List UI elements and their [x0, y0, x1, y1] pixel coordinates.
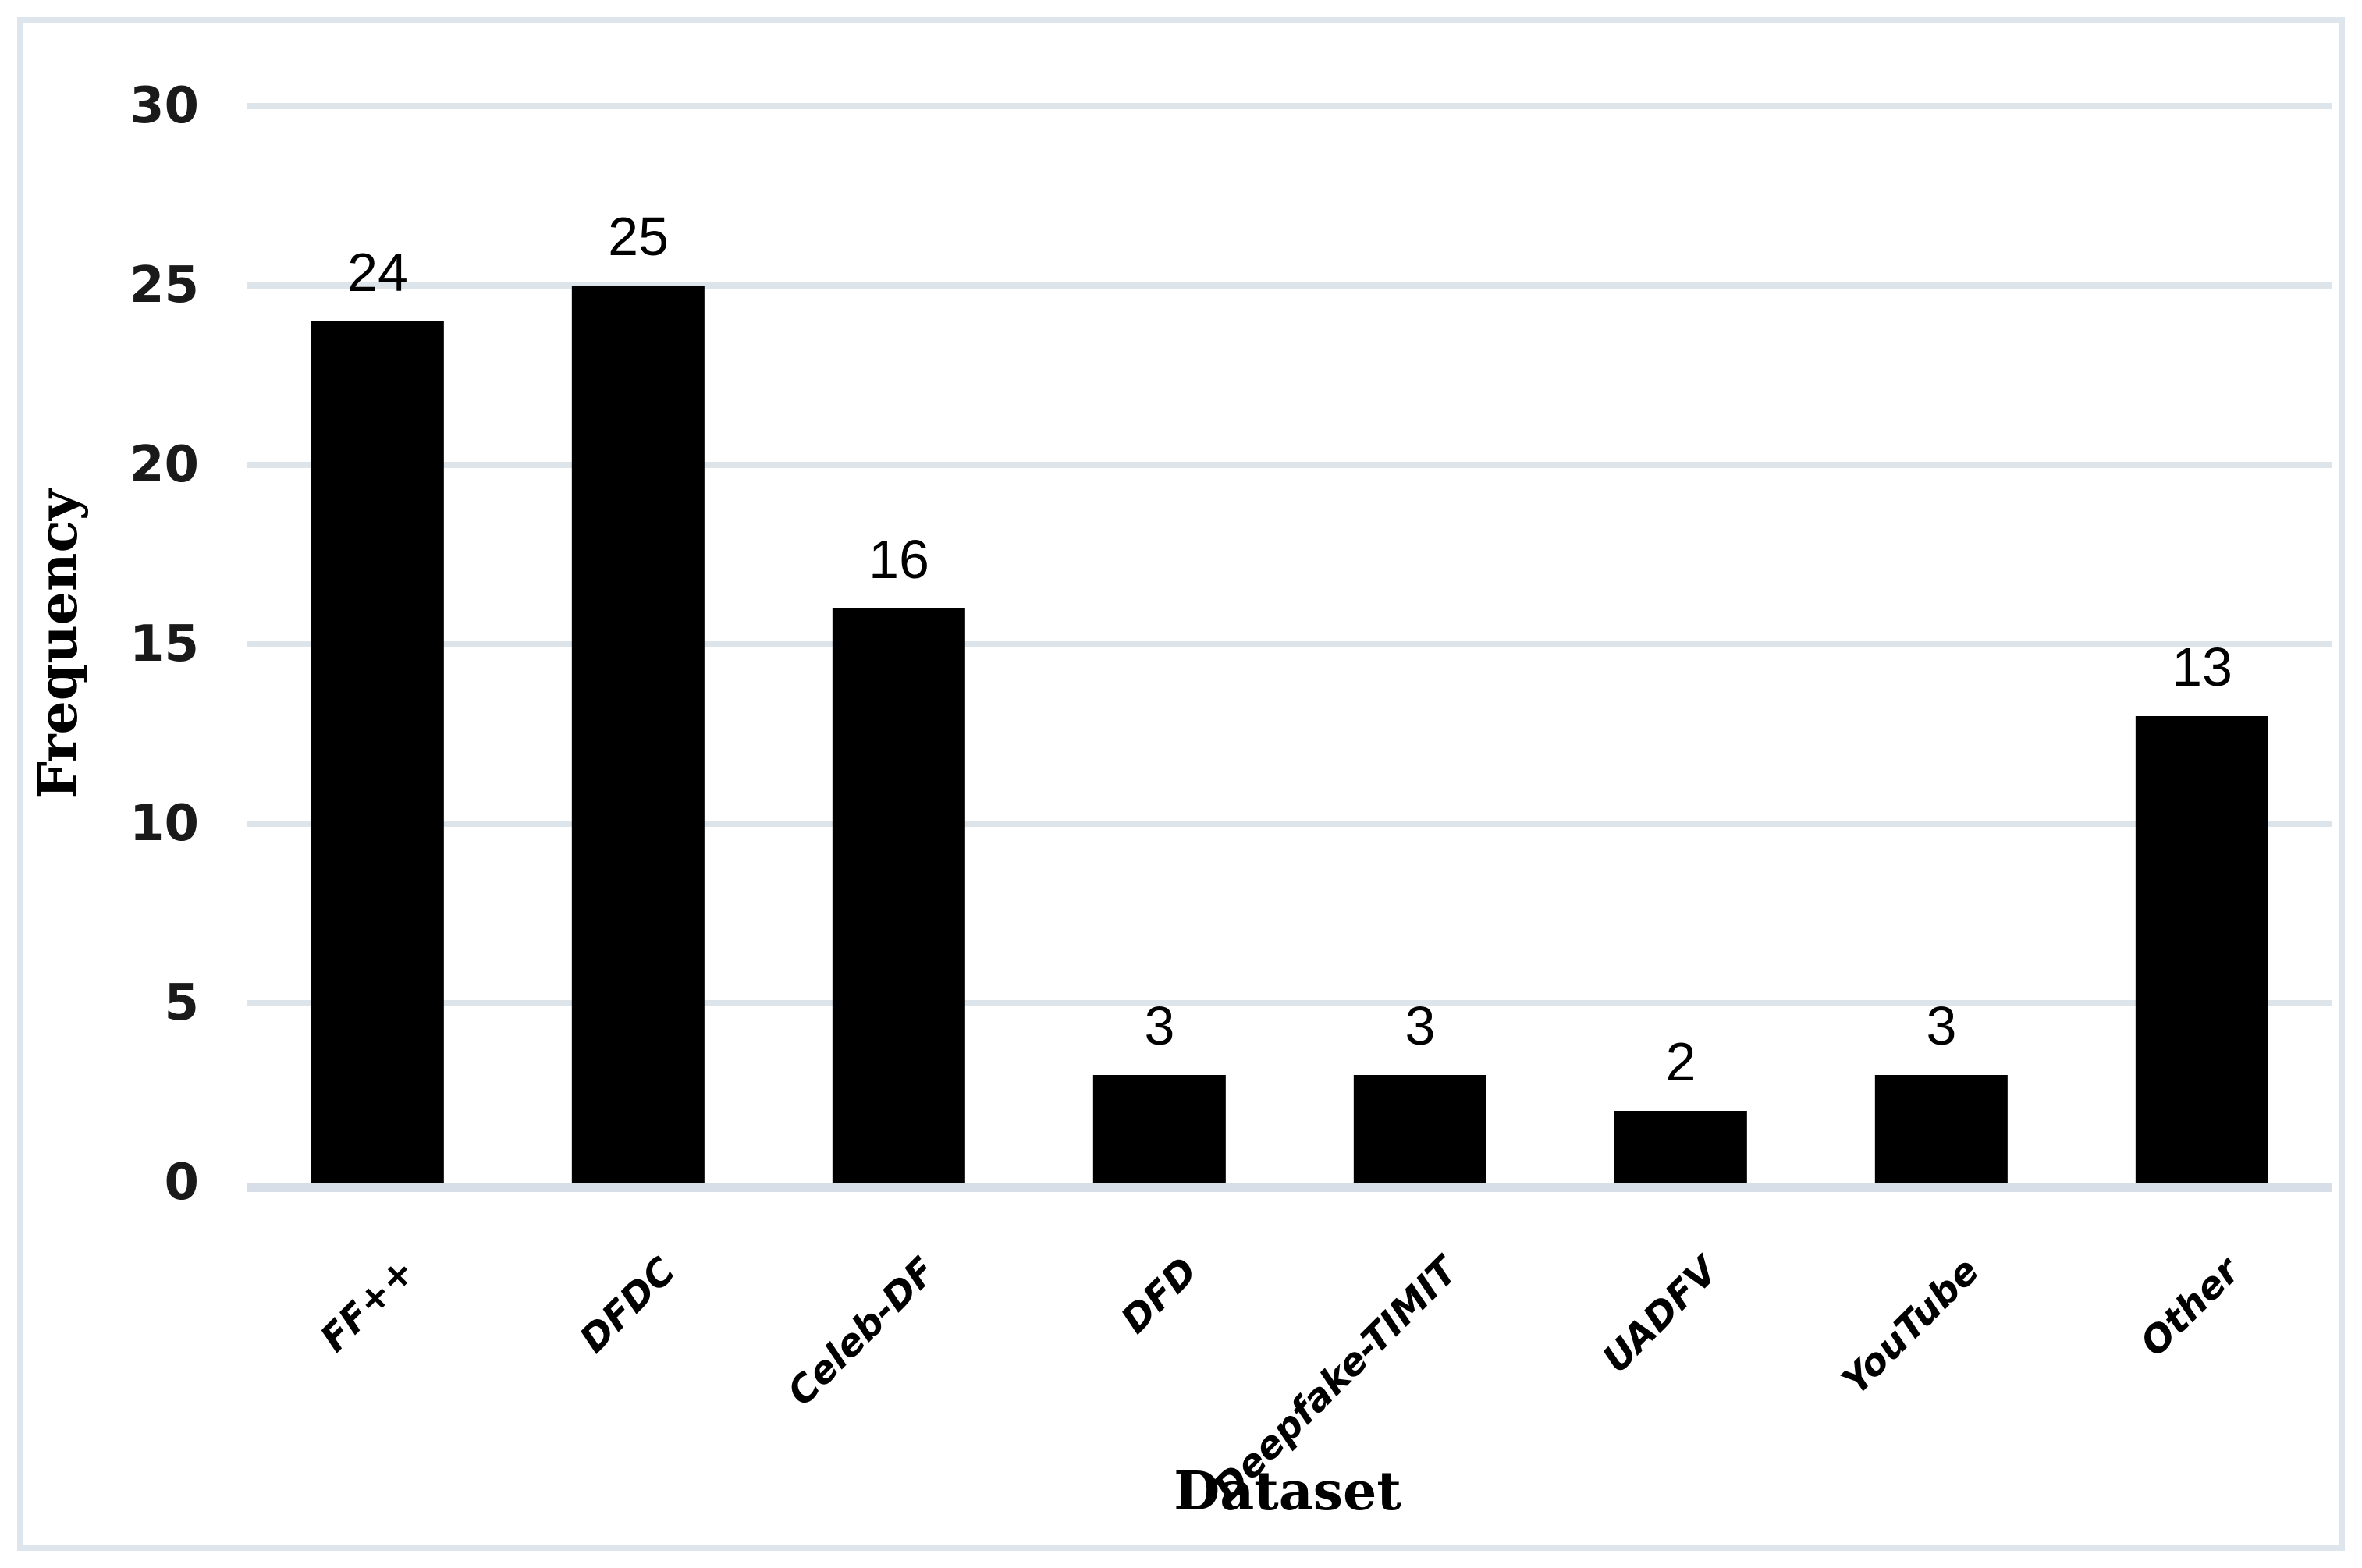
bar-value-label: 3: [1926, 995, 1957, 1056]
bar-slot: 25 DFDC: [508, 106, 769, 1361]
bar-slot: 16 Celeb-DF: [769, 106, 1029, 1414]
bar: [571, 286, 705, 1183]
bar: [1353, 1075, 1487, 1183]
gridline: [247, 821, 2332, 828]
category-label: UADFV: [1594, 1249, 1727, 1382]
x-axis-baseline: [247, 1183, 2332, 1192]
gridline: [247, 1000, 2332, 1007]
bar: [2135, 716, 2269, 1183]
bar-value-label: 3: [1405, 995, 1436, 1056]
bar-slot: 3 Deepfake-TIMIT: [1205, 106, 1550, 1510]
category-label: Other: [2132, 1249, 2248, 1365]
gridline: [247, 282, 2332, 289]
y-tick-label: 30: [129, 77, 199, 135]
bar-series: 24 FF++ 25 DFDC 16 Celeb-DF 3 DFD 3 Deepfake-TIMI…: [247, 106, 2332, 1510]
y-axis-title: Frequency: [27, 489, 90, 800]
bar: [1092, 1075, 1227, 1183]
bar-slot: 13 Other: [2072, 106, 2332, 1365]
y-tick-label: 0: [164, 1154, 199, 1211]
bar-slot: 3 DFD: [1029, 106, 1290, 1342]
bar-value-label: 3: [1144, 995, 1175, 1056]
bar-slot: 2 UADFV: [1550, 106, 1811, 1382]
y-axis-tick-labels: 0 5 10 15 20 25 30: [27, 81, 199, 1208]
category-label: Celeb-DF: [779, 1249, 945, 1415]
chart-frame: 0 5 10 15 20 25 30 24 FF++ 25 DFDC 16 Celeb-DF 3 DFD 3…: [17, 17, 2345, 1551]
y-tick-label: 20: [129, 436, 199, 494]
gridline: [247, 462, 2332, 469]
bar-value-label: 16: [868, 529, 929, 591]
y-tick-label: 5: [164, 974, 199, 1032]
y-tick-label: 15: [129, 615, 199, 673]
bar-slot: 3 YouTube: [1811, 106, 2072, 1403]
category-label: DFDC: [571, 1249, 684, 1362]
bar-value-label: 25: [608, 206, 669, 267]
bar: [832, 608, 966, 1183]
x-axis-title: Dataset: [1174, 1460, 1401, 1523]
category-label: FF++: [311, 1249, 424, 1361]
plot-area: 0 5 10 15 20 25 30 24 FF++ 25 DFDC 16 Celeb-DF 3 DFD 3…: [130, 81, 2332, 1510]
bar-value-label: 13: [2172, 637, 2232, 698]
gridline: [247, 103, 2332, 109]
gridline: [247, 641, 2332, 647]
y-tick-label: 10: [129, 795, 199, 853]
bar-value-label: 24: [347, 242, 408, 303]
bar-value-label: 2: [1665, 1031, 1696, 1093]
bar: [311, 321, 445, 1183]
y-tick-label: 25: [129, 257, 199, 314]
bar-slot: 24 FF++: [247, 106, 508, 1360]
category-label: YouTube: [1833, 1249, 1987, 1403]
bar: [1614, 1111, 1748, 1183]
category-label: DFD: [1112, 1249, 1206, 1343]
bar: [1874, 1075, 2009, 1183]
